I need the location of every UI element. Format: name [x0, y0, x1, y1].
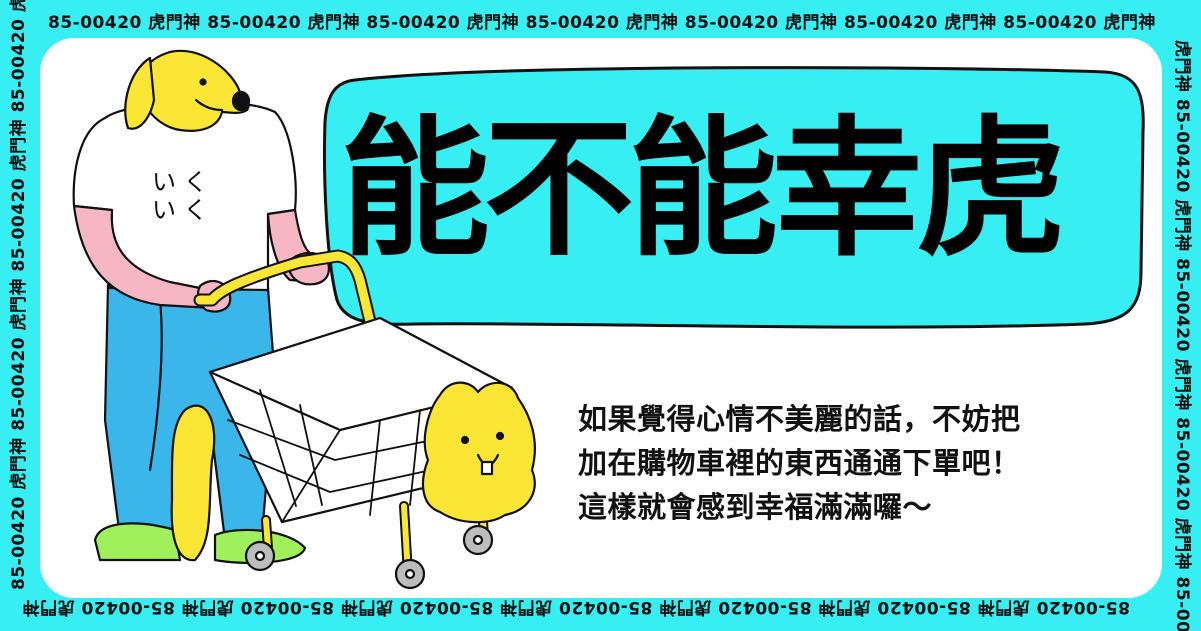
body-line-3: 這樣就會感到幸福滿滿囉～: [578, 490, 933, 524]
shirt-text-line-2: い く: [152, 196, 208, 224]
body-message: 如果覺得心情不美麗的話，不妨把 加在購物車裡的東西通通下單吧！ 這樣就會感到幸福…: [578, 397, 1138, 529]
body-line-1: 如果覺得心情不美麗的話，不妨把: [578, 402, 1021, 436]
headline: 能不能幸虎: [340, 103, 1066, 277]
body-line-2: 加在購物車裡的東西通通下單吧！: [578, 446, 1021, 480]
border-ticker-right: 虎門神 85-00420 虎門神 85-00420 虎門神 85-00420 虎…: [1172, 40, 1192, 631]
border-ticker-bottom: 85-00420 虎門神 85-00420 虎門神 85-00420 虎門神 8…: [22, 597, 1130, 617]
shirt-text-line-1: い く: [152, 168, 208, 196]
dog-with-cart-illustration: い く い く: [72, 49, 536, 590]
title-panel: [323, 66, 1145, 329]
border-ticker-top: 85-00420 虎門神 85-00420 虎門神 85-00420 虎門神 8…: [48, 13, 1156, 33]
